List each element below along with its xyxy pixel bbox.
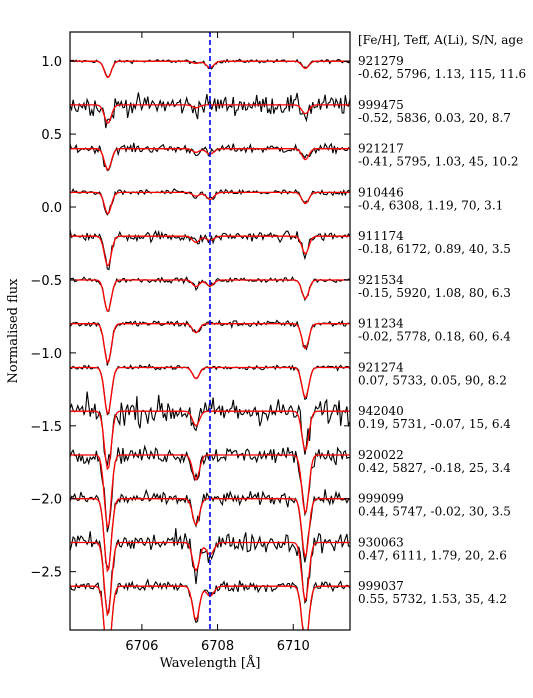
y-tick-label: −0.5 xyxy=(30,274,62,289)
y-tick-label: −1.5 xyxy=(30,420,62,435)
y-tick-label: −2.5 xyxy=(30,566,62,581)
legend-header: [Fe/H], Teff, A(Li), S/N, age xyxy=(358,33,523,47)
y-tick-label: −2.0 xyxy=(30,493,62,508)
star-id-label: 910446 xyxy=(358,185,404,199)
y-tick-label: 1.0 xyxy=(41,55,62,70)
model-spectrum-921217 xyxy=(70,148,350,171)
y-tick-label: 0.5 xyxy=(41,128,62,143)
axis-ticks: 1.0 0.5 0.0 −0.5 −1.0 −1.5 −2.0 −2.5 6706 6708 671… xyxy=(30,32,350,654)
star-params-label: -0.52, 5836, 0.03, 20, 8.7 xyxy=(358,111,511,125)
x-axis-title: Wavelength [Å] xyxy=(160,655,261,671)
star-params-label: 0.42, 5827, -0.18, 25, 3.4 xyxy=(358,461,511,475)
star-id-label: 920022 xyxy=(358,448,404,462)
star-id-label: 911174 xyxy=(358,229,404,243)
star-id-label: 911234 xyxy=(358,317,404,331)
x-tick-label: 6706 xyxy=(125,639,158,654)
star-id-label: 942040 xyxy=(358,404,404,418)
star-params-label: 0.55, 5732, 1.53, 35, 4.2 xyxy=(358,592,507,606)
model-spectrum-921274 xyxy=(70,366,350,415)
star-id-label: 999099 xyxy=(358,492,404,506)
y-axis-title: Normalised flux xyxy=(6,278,21,384)
star-params-label: -0.4, 6308, 1.19, 70, 3.1 xyxy=(358,198,503,212)
x-tick-label: 6708 xyxy=(201,639,234,654)
y-tick-label: −1.0 xyxy=(30,347,62,362)
star-id-label: 999037 xyxy=(358,579,404,593)
star-id-label: 921534 xyxy=(358,273,404,287)
star-params-label: 0.19, 5731, -0.07, 15, 6.4 xyxy=(358,417,511,431)
y-tick-label: 0.0 xyxy=(41,201,62,216)
star-params-label: 0.47, 6111, 1.79, 20, 2.6 xyxy=(358,548,507,562)
star-id-label: 930063 xyxy=(358,535,404,549)
star-id-label: 921217 xyxy=(358,142,404,156)
star-params-label: 0.07, 5733, 0.05, 90, 8.2 xyxy=(358,373,507,387)
star-params-label: -0.62, 5796, 1.13, 115, 11.6 xyxy=(358,67,526,81)
plot-frame xyxy=(69,31,351,631)
star-params-label: -0.02, 5778, 0.18, 60, 6.4 xyxy=(358,330,511,344)
star-params-label: -0.41, 5795, 1.03, 45, 10.2 xyxy=(358,155,519,169)
star-params-label: -0.15, 5920, 1.08, 80, 6.3 xyxy=(358,286,511,300)
star-labels: 921279-0.62, 5796, 1.13, 115, 11.6 999475… xyxy=(358,54,526,606)
model-spectrum-921534 xyxy=(70,279,350,313)
star-params-label: 0.44, 5747, -0.02, 30, 3.5 xyxy=(358,505,511,519)
star-id-label: 999475 xyxy=(358,98,404,112)
star-params-label: -0.18, 6172, 0.89, 40, 3.5 xyxy=(358,242,511,256)
model-spectrum-920022 xyxy=(70,454,350,529)
x-tick-label: 6710 xyxy=(277,639,310,654)
star-id-label: 921274 xyxy=(358,360,404,374)
model-spectrum-910446 xyxy=(70,191,350,215)
star-id-label: 921279 xyxy=(358,54,404,68)
